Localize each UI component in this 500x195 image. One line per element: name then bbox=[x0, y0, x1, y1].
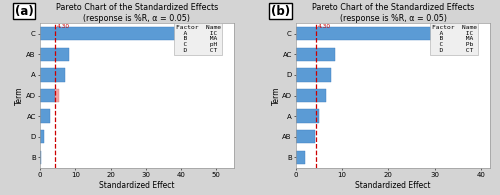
Bar bbox=[40, 48, 69, 61]
X-axis label: Standardized Effect: Standardized Effect bbox=[356, 181, 431, 190]
Bar bbox=[40, 27, 216, 40]
Bar bbox=[296, 109, 319, 123]
Y-axis label: Term: Term bbox=[16, 86, 24, 105]
Text: Factor  Name
  A      IC
  B      MA
  C      Pb
  D      CT: Factor Name A IC B MA C Pb D CT bbox=[432, 25, 477, 53]
Text: (b): (b) bbox=[271, 5, 290, 18]
Bar bbox=[296, 89, 326, 102]
Text: 4.30: 4.30 bbox=[56, 24, 70, 29]
Text: Factor  Name
  A      IC
  B      MA
  C      pH
  D      CT: Factor Name A IC B MA C pH D CT bbox=[176, 25, 221, 53]
Text: (a): (a) bbox=[15, 5, 34, 18]
Bar bbox=[55, 89, 60, 102]
Bar bbox=[40, 109, 50, 123]
Bar bbox=[296, 151, 306, 164]
X-axis label: Standardized Effect: Standardized Effect bbox=[99, 181, 174, 190]
Bar bbox=[40, 151, 42, 164]
Bar bbox=[40, 68, 64, 82]
Bar bbox=[296, 130, 314, 144]
Title: Pareto Chart of the Standardized Effects
(response is %R, α = 0.05): Pareto Chart of the Standardized Effects… bbox=[312, 3, 474, 23]
Bar bbox=[40, 130, 43, 144]
Bar bbox=[40, 89, 55, 102]
Bar bbox=[296, 27, 458, 40]
Bar bbox=[296, 68, 330, 82]
Text: 4.30: 4.30 bbox=[318, 24, 330, 29]
Y-axis label: Term: Term bbox=[272, 86, 280, 105]
Title: Pareto Chart of the Standardized Effects
(response is %R, α = 0.05): Pareto Chart of the Standardized Effects… bbox=[56, 3, 218, 23]
Bar bbox=[296, 48, 336, 61]
